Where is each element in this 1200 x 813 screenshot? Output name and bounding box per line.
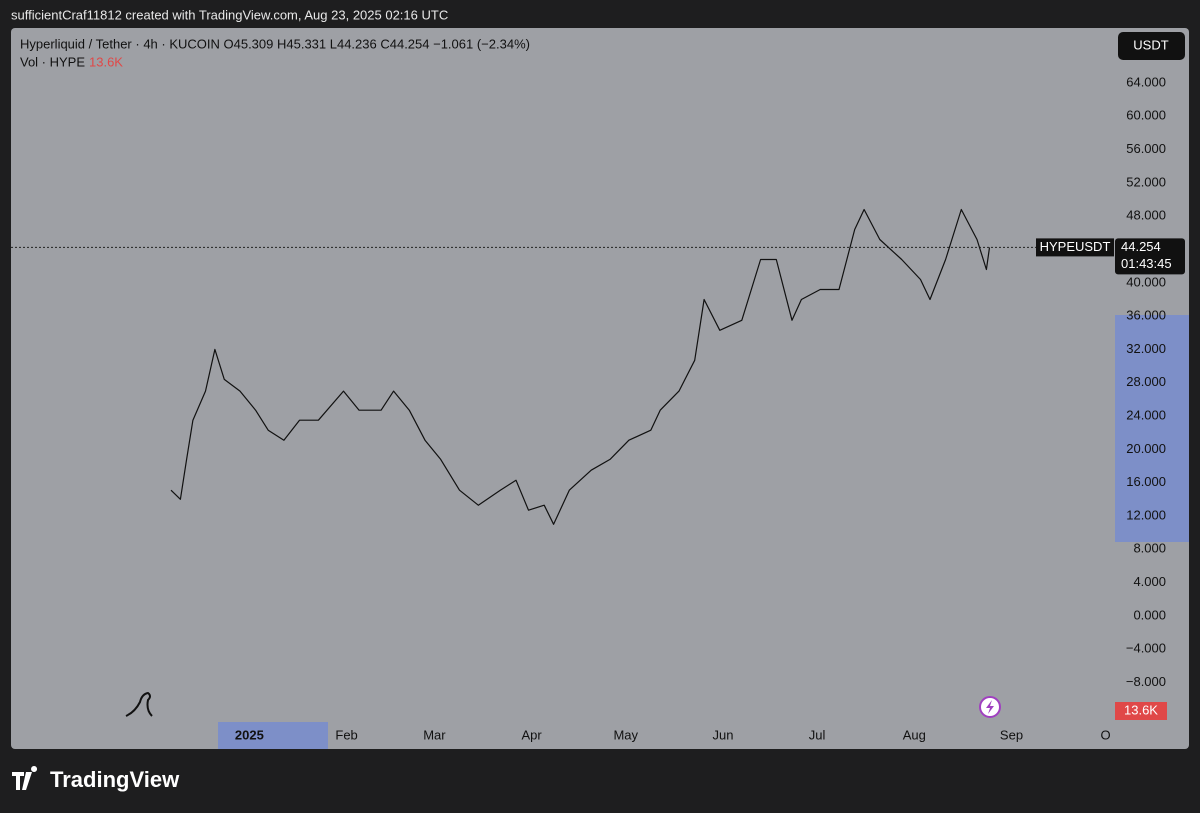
x-tick-label: Feb <box>335 727 357 742</box>
header: sufficientCraf11812 created with Trading… <box>11 7 448 22</box>
y-tick-label: 24.000 <box>1126 407 1166 422</box>
x-tick-label: Aug <box>903 727 926 742</box>
x-tick-label: 2025 <box>235 727 264 742</box>
y-tick-label: 8.000 <box>1133 541 1166 556</box>
symbol-tag-label: HYPEUSDT <box>1040 239 1111 254</box>
y-tick-label: 64.000 <box>1126 74 1166 89</box>
countdown-label: 01:43:45 <box>1121 256 1172 271</box>
symbol-tag <box>1036 238 1114 257</box>
chart-title: Hyperliquid / Tether · 4h · KUCOIN O45.3… <box>20 36 530 51</box>
currency-button-label[interactable]: USDT <box>1133 37 1168 52</box>
tv-logo <box>12 766 38 790</box>
y-tick-label: −4.000 <box>1126 641 1166 656</box>
subtitle: Vol · HYPE <box>20 54 85 69</box>
currency-button[interactable] <box>1118 32 1185 60</box>
flash-glyph <box>986 700 994 714</box>
x-tick-label: Apr <box>522 727 543 742</box>
volume-tag-label: 13.6K <box>1124 702 1158 717</box>
x-tick-label: Jul <box>809 727 826 742</box>
y-tick-label: 20.000 <box>1126 441 1166 456</box>
x-tick-label: Mar <box>423 727 446 742</box>
axis-highlight <box>1115 315 1189 542</box>
y-tick-label: 0.000 <box>1133 607 1166 622</box>
y-tick-label: 16.000 <box>1126 474 1166 489</box>
y-tick-label: 40.000 <box>1126 274 1166 289</box>
volume-tag <box>1115 702 1167 720</box>
axis-highlight <box>218 722 328 749</box>
price-tag <box>1115 238 1185 275</box>
x-tick-label: Sep <box>1000 727 1023 742</box>
y-tick-label: 60.000 <box>1126 108 1166 123</box>
price-line <box>170 208 991 525</box>
y-tick-label: 56.000 <box>1126 141 1166 156</box>
chart-panel <box>11 28 1189 749</box>
x-tick-label: O <box>1101 727 1111 742</box>
price-tag-label: 44.254 <box>1121 239 1161 254</box>
footer-logo: TradingView <box>50 767 180 792</box>
volume-value: 13.6K <box>89 54 123 69</box>
y-tick-label: 4.000 <box>1133 574 1166 589</box>
y-tick-label: 48.000 <box>1126 208 1166 223</box>
y-tick-label: −8.000 <box>1126 674 1166 689</box>
y-tick-label: 36.000 <box>1126 308 1166 323</box>
x-tick-label: May <box>613 727 638 742</box>
y-tick-label: 12.000 <box>1126 507 1166 522</box>
y-tick-label: 28.000 <box>1126 374 1166 389</box>
x-tick-label: Jun <box>712 727 733 742</box>
y-tick-label: 52.000 <box>1126 174 1166 189</box>
logo-dino <box>125 691 153 717</box>
y-tick-label: 32.000 <box>1126 341 1166 356</box>
